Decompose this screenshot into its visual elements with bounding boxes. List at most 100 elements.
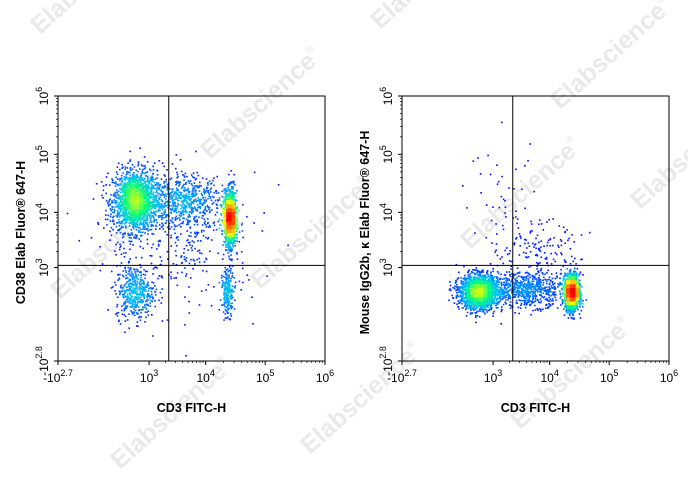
event-dot [238, 241, 241, 243]
event-dot [125, 174, 127, 176]
event-dot [562, 226, 565, 228]
event-dot [231, 215, 234, 218]
event-dot [124, 179, 126, 182]
event-dot [162, 193, 164, 195]
event-dot [526, 256, 528, 259]
event-dot [233, 217, 236, 220]
event-dot [195, 207, 197, 210]
y-axis-label: CD38 Elab Fluor® 647-H [14, 161, 28, 304]
event-dot [213, 196, 215, 199]
event-dot [181, 186, 184, 188]
event-dot [193, 199, 195, 201]
event-dot [131, 184, 134, 187]
event-dot [123, 285, 126, 287]
event-dot [148, 287, 150, 290]
event-dot [159, 196, 161, 199]
event-dot [143, 201, 146, 204]
event-dot [218, 281, 221, 284]
event-dot [144, 165, 146, 167]
event-dot [527, 256, 530, 258]
event-dot [261, 230, 264, 232]
event-dot [142, 219, 144, 221]
event-dot [185, 189, 187, 191]
event-dot [580, 258, 582, 261]
event-dot [227, 288, 229, 290]
event-dot [149, 287, 152, 289]
event-dot [477, 157, 479, 159]
event-dot [183, 252, 185, 254]
event-dot [140, 185, 143, 187]
event-dot [109, 215, 112, 218]
event-dot [113, 192, 116, 195]
event-dot [136, 198, 138, 201]
event-dot [139, 223, 141, 226]
event-dot [188, 312, 191, 314]
event-dot [540, 246, 542, 248]
event-dot [194, 263, 196, 265]
event-dot [186, 206, 188, 208]
event-dot [113, 208, 116, 211]
event-dot [149, 209, 151, 211]
event-dot [191, 176, 194, 178]
event-dot [115, 254, 117, 256]
event-dot [502, 198, 505, 201]
event-dot [185, 244, 188, 247]
event-dot [213, 286, 215, 288]
event-dot [188, 215, 190, 217]
event-dot [114, 250, 116, 252]
event-dot [134, 207, 137, 210]
event-dot [576, 267, 579, 270]
event-dot [517, 306, 520, 309]
event-dot [165, 216, 167, 218]
event-dot [228, 227, 230, 229]
event-dot [136, 208, 138, 211]
event-dot [143, 220, 145, 223]
event-dot [233, 192, 236, 195]
event-dot [501, 121, 503, 124]
event-dot [560, 252, 562, 254]
event-dot [521, 188, 523, 190]
event-dot [208, 193, 211, 196]
event-dot [135, 295, 137, 298]
event-dot [127, 182, 129, 184]
event-dot [116, 192, 118, 194]
event-dot [122, 172, 124, 174]
event-dot [170, 194, 173, 197]
event-dot [118, 225, 121, 227]
event-dot [137, 163, 140, 165]
watermark: Elabscience® [295, 337, 427, 460]
event-dot [128, 180, 130, 182]
event-dot [175, 195, 177, 198]
event-dot [231, 180, 234, 183]
event-dot [246, 215, 248, 218]
event-dot [222, 212, 225, 214]
event-dot [147, 211, 149, 213]
event-dot [194, 199, 197, 201]
event-dot [165, 193, 167, 195]
event-dot [189, 200, 191, 202]
event-dot [231, 274, 234, 277]
event-dot [112, 181, 114, 183]
event-dot [178, 196, 181, 198]
event-dot [136, 277, 138, 280]
event-dot [152, 273, 154, 275]
event-dot [136, 321, 139, 323]
watermark: Elabscience® [195, 42, 327, 165]
event-dot [161, 218, 163, 221]
event-dot [231, 210, 233, 212]
event-dot [157, 210, 160, 212]
event-dot [129, 160, 131, 163]
event-dot [125, 217, 127, 220]
event-dot [222, 210, 224, 213]
event-dot [227, 206, 229, 209]
event-dot [137, 213, 140, 216]
event-dot [145, 316, 147, 319]
event-dot [119, 205, 121, 208]
event-dot [196, 232, 199, 235]
event-dot [500, 195, 503, 198]
event-dot [127, 277, 129, 279]
event-dot [111, 208, 114, 211]
event-dot [187, 216, 190, 219]
event-dot [139, 287, 142, 289]
event-dot [128, 313, 130, 315]
